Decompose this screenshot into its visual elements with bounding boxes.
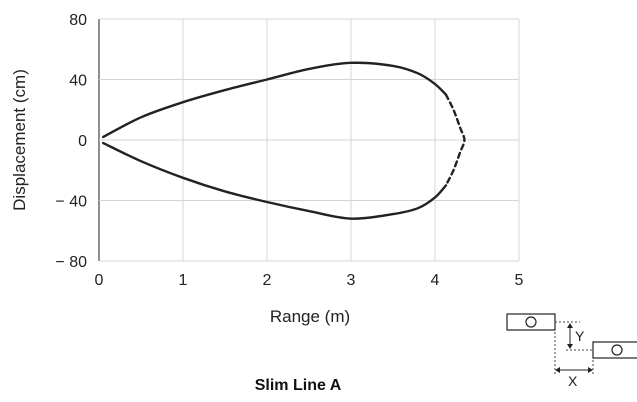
x-tick-label: 3 bbox=[347, 272, 356, 289]
curve-segment-2 bbox=[444, 93, 466, 187]
sensor-a-body bbox=[506, 313, 556, 331]
grid bbox=[98, 18, 520, 262]
sensor-a-lens bbox=[525, 316, 537, 328]
x-tick-label: 1 bbox=[179, 272, 188, 289]
y-tick-label: 80 bbox=[69, 12, 87, 29]
y-tick-label: − 80 bbox=[55, 254, 87, 271]
x-tick-label: 2 bbox=[263, 272, 272, 289]
x-tick-label: 0 bbox=[95, 272, 104, 289]
curve-segment-1 bbox=[102, 61, 448, 139]
tick-labels: 0 1 2 3 4 5 80 40 0 − 40 − 80 bbox=[55, 12, 523, 289]
y-tick-label: 0 bbox=[78, 133, 87, 150]
sensor-offset-diagram: Y X bbox=[506, 313, 637, 389]
sensor-b-lens bbox=[611, 344, 623, 356]
x-tick-label: 4 bbox=[431, 272, 440, 289]
curve-segment-3 bbox=[102, 141, 448, 220]
x-axis-label: Range (m) bbox=[270, 307, 350, 326]
y-dimension-label: Y bbox=[575, 328, 585, 344]
chart-title: Slim Line A bbox=[255, 377, 342, 394]
x-dimension-label: X bbox=[568, 373, 578, 389]
curves bbox=[102, 61, 466, 220]
y-tick-label: 40 bbox=[69, 73, 87, 90]
sensor-b-body bbox=[592, 341, 637, 359]
y-tick-label: − 40 bbox=[55, 194, 87, 211]
x-tick-label: 5 bbox=[515, 272, 524, 289]
y-axis-label: Displacement (cm) bbox=[10, 69, 29, 211]
